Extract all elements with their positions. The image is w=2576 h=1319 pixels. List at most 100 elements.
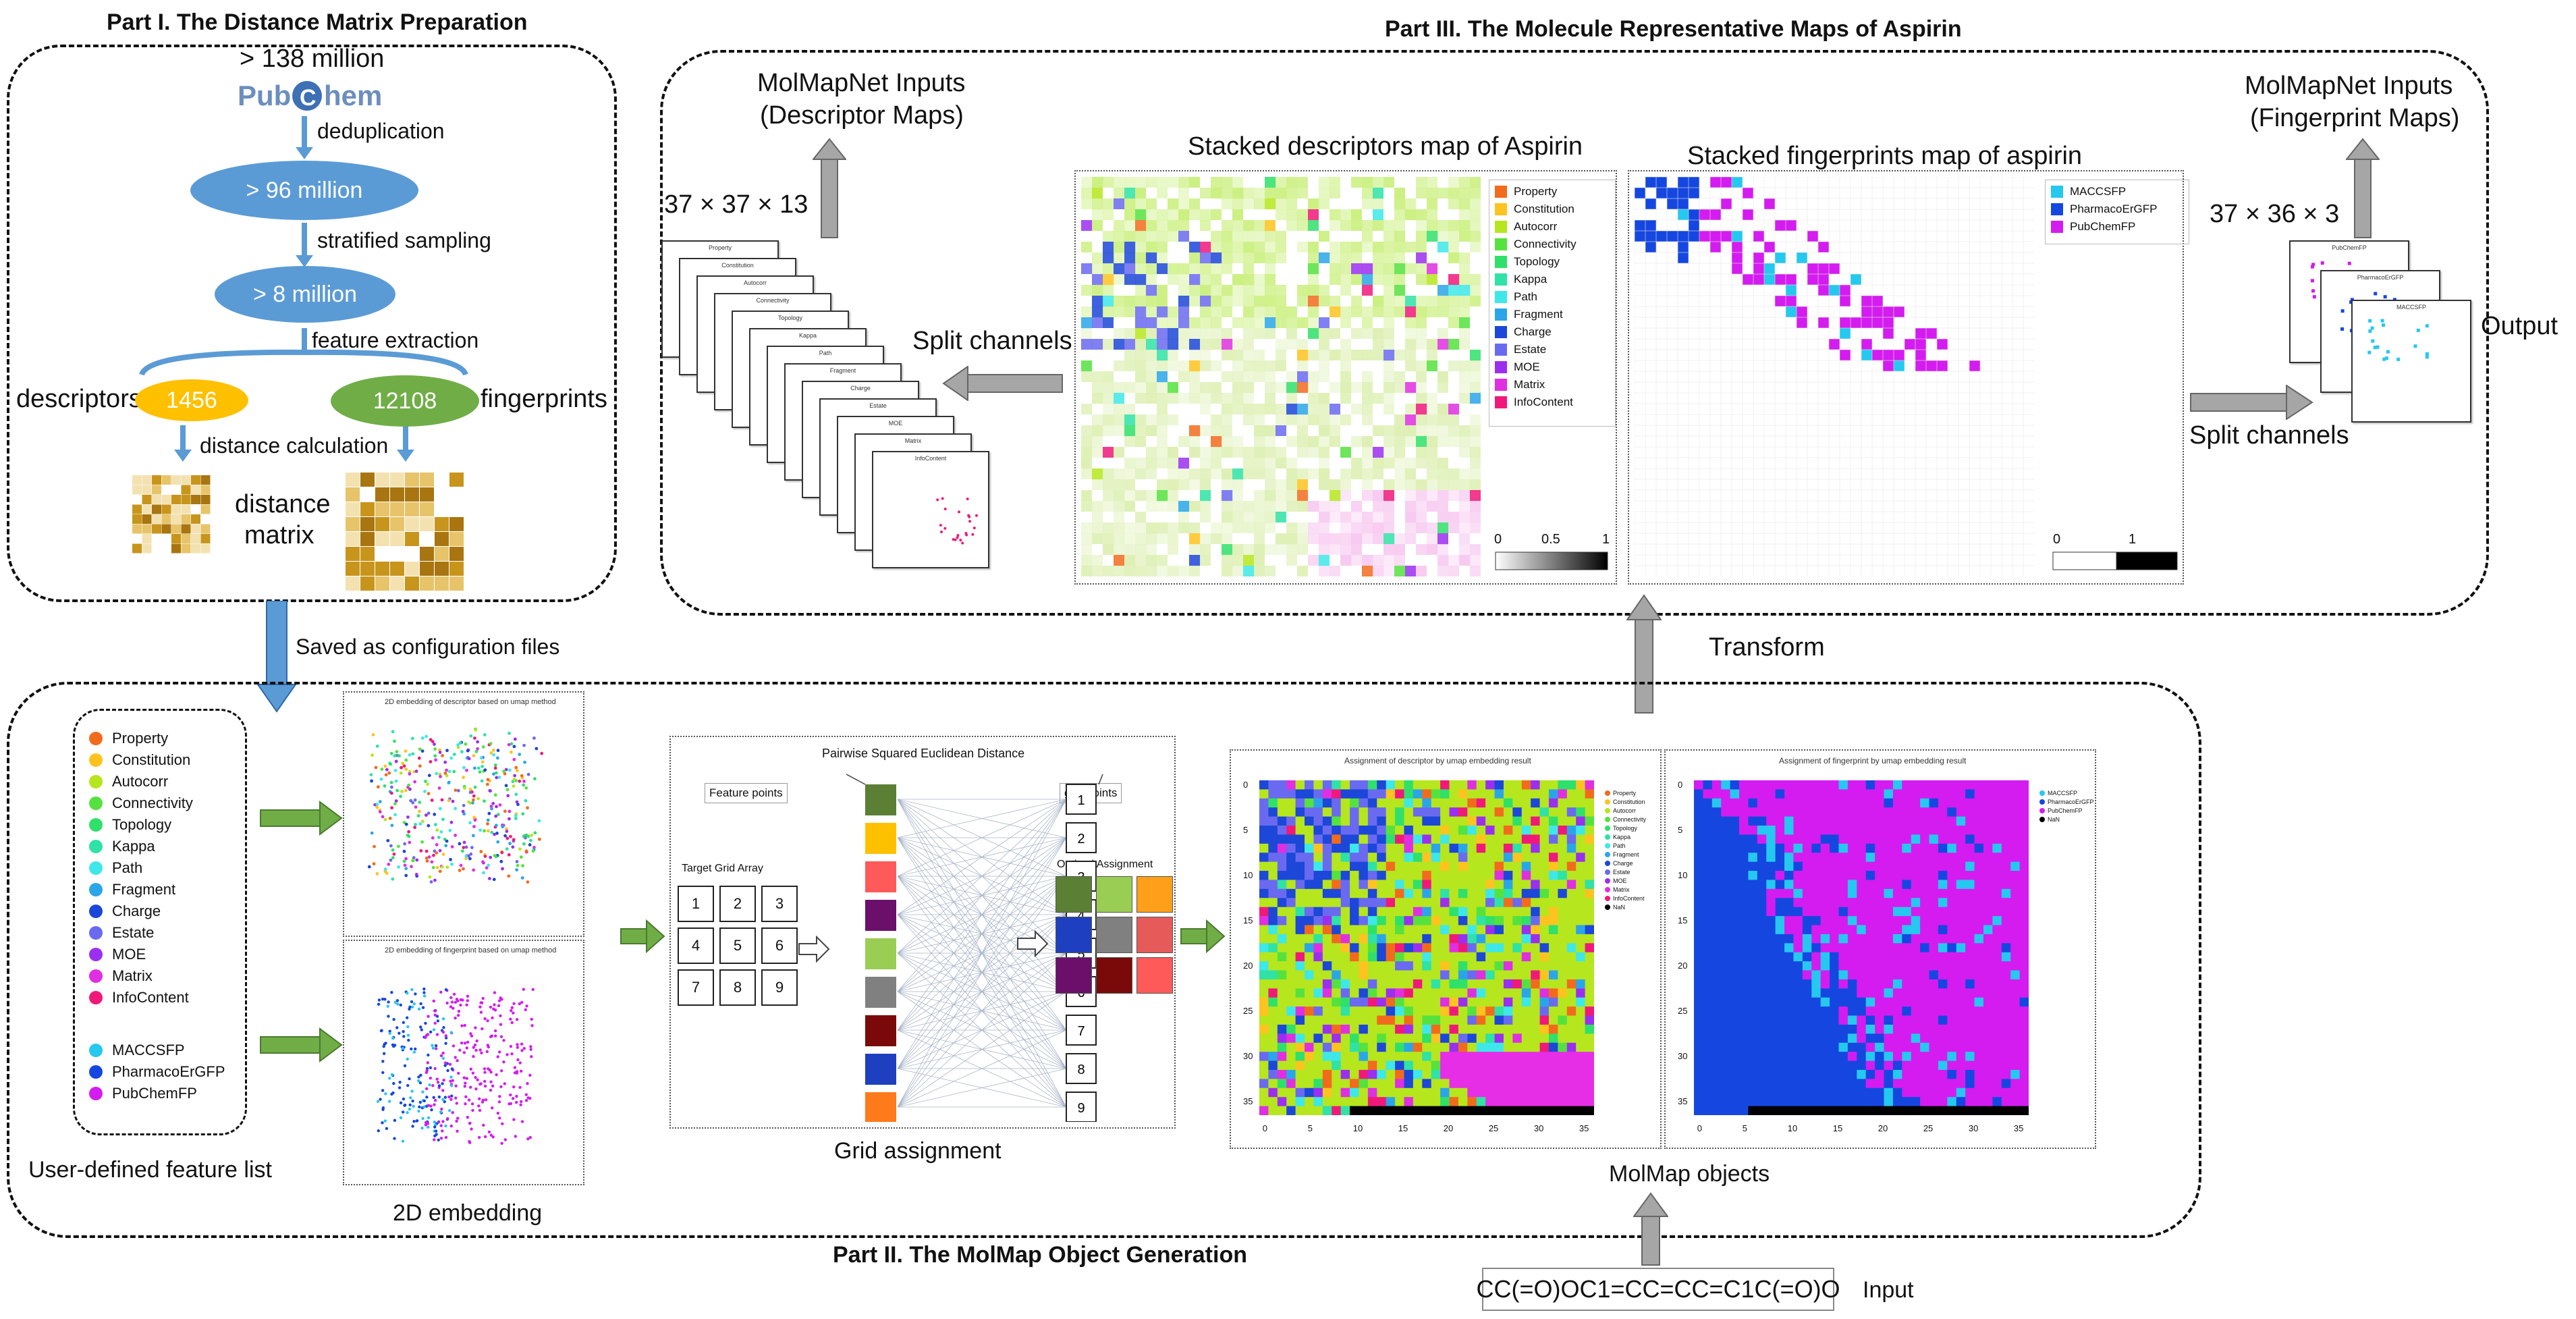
fingerprint-cell — [1925, 565, 1938, 576]
fingerprint-cell — [1709, 327, 1722, 340]
molmap-cell — [1277, 834, 1287, 844]
molmap-cell — [1377, 789, 1387, 799]
descriptor-cell — [1340, 382, 1352, 394]
embedding-point — [496, 813, 500, 817]
molmap-cell — [1286, 880, 1296, 890]
fingerprint-cell — [2001, 295, 2013, 307]
descriptor-cell — [1232, 350, 1244, 361]
desc-legend-item: Kappa — [1495, 271, 1610, 288]
embedding-point — [419, 1025, 422, 1029]
fingerprint-cell — [1839, 435, 1851, 448]
embedding-point — [442, 1025, 445, 1029]
embedding-point — [472, 794, 476, 798]
embedding-point — [457, 1071, 460, 1075]
fingerprint-cell — [1645, 209, 1657, 221]
fingerprint-cell — [1915, 327, 1927, 340]
descriptor-cell — [1330, 371, 1341, 383]
target-grid-cell: 8 — [719, 969, 756, 1006]
descriptor-cell — [1416, 285, 1427, 296]
descriptor-cell — [1437, 479, 1449, 491]
embedding-point — [429, 760, 433, 763]
molmap-cell — [1305, 970, 1314, 980]
descriptor-cell — [1351, 350, 1363, 361]
molmap-cell — [1566, 843, 1577, 853]
fingerprint-cell — [1655, 273, 1668, 286]
descriptor-cell — [1308, 522, 1319, 534]
stacked-fingerprints-map: MACCSFP PharmacoErGFP PubChemFP 0 1 — [1628, 170, 2189, 585]
fingerprint-cell — [1925, 425, 1938, 437]
descriptor-cell — [1146, 501, 1157, 512]
molmap-cell — [1503, 834, 1513, 844]
embedding-point — [407, 1038, 410, 1042]
embedding-point — [408, 1103, 412, 1107]
molmap-cell — [1386, 952, 1396, 962]
embedding-point — [422, 1105, 426, 1108]
fingerprint-cell — [2012, 306, 2024, 318]
molmap-cell — [1305, 888, 1314, 898]
fingerprint-cell — [1817, 241, 1830, 253]
descriptor-cell — [1276, 339, 1287, 350]
embedding-point — [508, 731, 511, 735]
descriptor-cell — [1340, 393, 1352, 404]
fingerprint-cell — [1677, 457, 1689, 469]
embedding-point — [403, 863, 407, 867]
matrix-cell — [375, 487, 389, 502]
descriptor-cell — [1286, 263, 1298, 275]
fingerprint-cell — [1666, 306, 1678, 318]
fingerprint-cell — [1709, 360, 1722, 372]
fingerprint-cell — [1904, 252, 1916, 264]
embedding-point — [482, 1123, 485, 1127]
molmap-cell — [1332, 952, 1342, 962]
fingerprint-cell — [1893, 500, 1905, 512]
fingerprint-cell — [1958, 360, 1970, 372]
embedding-point — [505, 836, 510, 840]
fingerprint-cell — [1958, 425, 1970, 437]
fingerprint-cell — [1979, 295, 1992, 307]
fingerprint-cell — [1861, 209, 1873, 221]
descriptor-cell — [1405, 285, 1417, 296]
embedding-point — [424, 734, 428, 738]
molmap-cell — [1449, 861, 1459, 871]
fingerprints-label: fingerprints — [481, 385, 607, 413]
molmap-cell — [1422, 807, 1432, 817]
molmap-cell — [1467, 898, 1477, 908]
channel-dot — [2416, 328, 2420, 332]
molmap-cell — [1521, 826, 1531, 835]
descriptor-cell — [1276, 350, 1287, 361]
fingerprint-cell — [1709, 392, 1722, 404]
channel-dot — [2368, 329, 2372, 333]
fingerprint-cell — [1742, 252, 1754, 264]
legend-label: InfoContent — [1514, 396, 1573, 408]
fingerprint-cell — [2001, 468, 2013, 480]
descriptor-cell — [1351, 479, 1363, 491]
fingerprint-cell — [2001, 349, 2013, 361]
fingerprint-cell — [1861, 435, 1873, 448]
molmap-cell — [1558, 798, 1568, 808]
descriptor-cell — [1383, 350, 1395, 361]
fingerprint-cell — [1655, 511, 1668, 523]
fingerprint-cell — [1893, 403, 1905, 415]
descriptor-cell — [1254, 479, 1265, 491]
descriptor-cell — [1189, 382, 1201, 394]
descriptor-cell — [1330, 425, 1341, 437]
molmap-cell — [1458, 798, 1468, 808]
embedding-point — [530, 1017, 533, 1021]
embedding-point — [452, 753, 456, 756]
descriptor-cell — [1330, 198, 1341, 210]
descriptor-cell — [1330, 512, 1341, 523]
hollow-arrow-2 — [1017, 930, 1049, 957]
fingerprint-cell — [1828, 435, 1840, 448]
matrix-cell — [375, 562, 389, 576]
matrix-cell — [171, 495, 181, 504]
descriptor-cell — [1470, 566, 1481, 576]
molmap-cell — [1449, 880, 1459, 890]
descriptor-cell — [1470, 209, 1481, 221]
descriptor-cell — [1459, 339, 1471, 350]
fingerprint-cell — [1850, 349, 1862, 361]
descriptor-cell — [1124, 177, 1136, 188]
descriptor-cell — [1351, 436, 1363, 448]
molmap-cell — [1377, 907, 1387, 917]
descriptor-cell — [1405, 447, 1417, 458]
fingerprint-cell — [1709, 230, 1722, 242]
embedding-point — [524, 1099, 528, 1102]
